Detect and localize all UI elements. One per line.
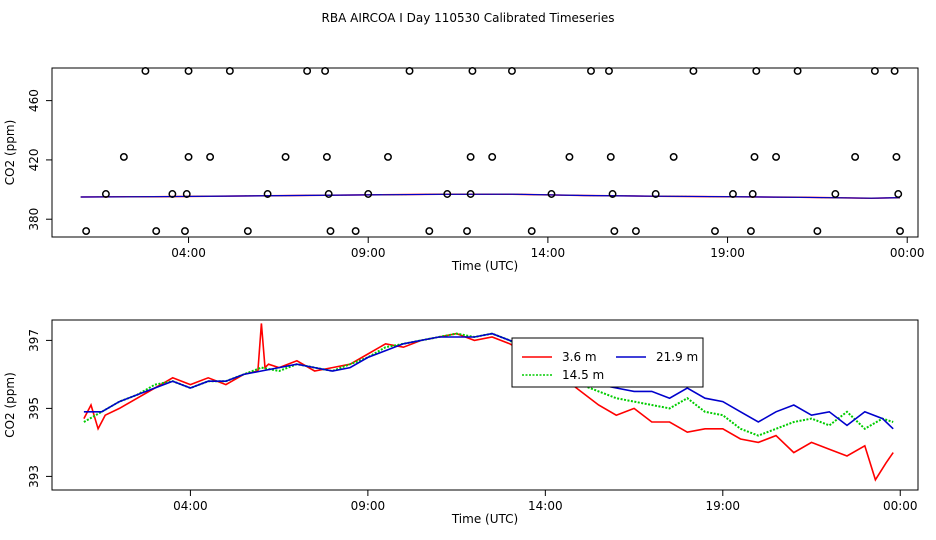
scatter-point (527, 227, 536, 236)
scatter-point (82, 227, 91, 236)
scatter-point (263, 190, 272, 198)
series-line-21-9m (80, 193, 901, 199)
x-tick-label: 19:00 (710, 246, 745, 260)
scatter-point (728, 190, 737, 198)
plot-frame (51, 319, 919, 491)
line-panel: 04:00 09:00 14:00 19:00 00:00 393 395 397 Time (… (3, 319, 919, 526)
scatter-point (746, 227, 755, 236)
scatter-point (669, 152, 678, 161)
x-tick-label: 14:00 (528, 499, 563, 513)
scatter-point (184, 67, 193, 75)
scatter-point (587, 67, 595, 75)
scatter-point (119, 152, 128, 161)
legend-label: 3.6 m (562, 350, 597, 364)
scatter-point (892, 152, 901, 161)
scatter-point (405, 67, 414, 75)
scatter-point (870, 67, 879, 75)
scatter-point (608, 190, 617, 198)
scatter-point (606, 152, 615, 161)
x-tick-label: 09:00 (351, 499, 386, 513)
scatter-point (890, 67, 899, 75)
scatter-point (547, 190, 556, 198)
x-tick-label: 00:00 (890, 246, 925, 260)
scatter-point (206, 152, 215, 161)
scatter-point (651, 190, 660, 198)
y-tick-label: 395 (27, 397, 41, 420)
scatter-point (364, 190, 373, 198)
scatter-point (508, 67, 516, 75)
series-line-21-9-m (83, 332, 894, 430)
scatter-point (351, 227, 360, 236)
x-tick-label: 04:00 (173, 499, 208, 513)
series-line-3-6-m (83, 323, 894, 482)
scatter-point (711, 227, 719, 236)
scatter-point (565, 152, 574, 161)
scatter-point (321, 67, 330, 75)
legend: 3.6 m 21.9 m 14.5 m (511, 337, 704, 388)
scatter-point (384, 152, 392, 161)
x-axis-label: Time (UTC) (451, 259, 518, 273)
scatter-point (326, 227, 335, 236)
x-axis-label: Time (UTC) (451, 512, 518, 526)
scatter-point (894, 190, 903, 198)
x-tick-label: 19:00 (705, 499, 740, 513)
scatter-point (605, 67, 613, 75)
figure-title: RBA AIRCOA I Day 110530 Calibrated Times… (322, 11, 615, 25)
scatter-point (322, 152, 331, 161)
legend-box (511, 337, 704, 388)
scatter-point (466, 190, 475, 198)
legend-label: 21.9 m (656, 350, 698, 364)
scatter-point (152, 227, 161, 236)
scatter-point (689, 67, 698, 75)
scatter-point (324, 190, 333, 198)
scatter-panel: 04:00 09:00 14:00 19:00 00:00 380 420 460 Time (… (3, 67, 925, 273)
scatter-point (281, 152, 290, 161)
y-tick-label: 420 (27, 148, 41, 171)
scatter-point (813, 227, 822, 236)
scatter-point (772, 152, 781, 161)
scatter-point (631, 227, 640, 236)
scatter-point (488, 152, 497, 161)
scatter-point (896, 227, 904, 236)
scatter-point (468, 67, 477, 75)
y-axis-label: CO2 (ppm) (3, 120, 17, 186)
y-tick-label: 397 (27, 329, 41, 352)
scatter-point (141, 67, 150, 75)
scatter-point (243, 227, 252, 236)
scatter-point (610, 227, 619, 236)
scatter-point (101, 190, 110, 198)
scatter-point (303, 67, 312, 75)
scatter-point (466, 152, 475, 161)
scatter-point (182, 190, 191, 198)
scatter-point (831, 190, 840, 198)
scatter-point (752, 67, 761, 75)
scatter-point (750, 152, 759, 161)
x-tick-label: 14:00 (531, 246, 566, 260)
scatter-point (184, 152, 193, 161)
series-line-14-5-m (83, 332, 894, 437)
scatter-point (463, 227, 471, 236)
y-tick-label: 380 (27, 208, 41, 231)
scatter-point (793, 67, 802, 75)
scatter-point (168, 190, 177, 198)
scatter-point (181, 227, 189, 236)
x-tick-label: 09:00 (351, 246, 386, 260)
y-tick-label: 393 (27, 465, 41, 488)
scatter-point (425, 227, 434, 236)
x-tick-label: 04:00 (171, 246, 206, 260)
x-tick-label: 00:00 (883, 499, 918, 513)
scatter-point (748, 190, 757, 198)
scatter-point (225, 67, 234, 75)
y-axis-label: CO2 (ppm) (3, 372, 17, 438)
y-tick-label: 460 (27, 89, 41, 112)
scatter-point (851, 152, 860, 161)
plot-frame (51, 67, 919, 238)
scatter-point (443, 190, 452, 198)
legend-label: 14.5 m (562, 368, 604, 382)
